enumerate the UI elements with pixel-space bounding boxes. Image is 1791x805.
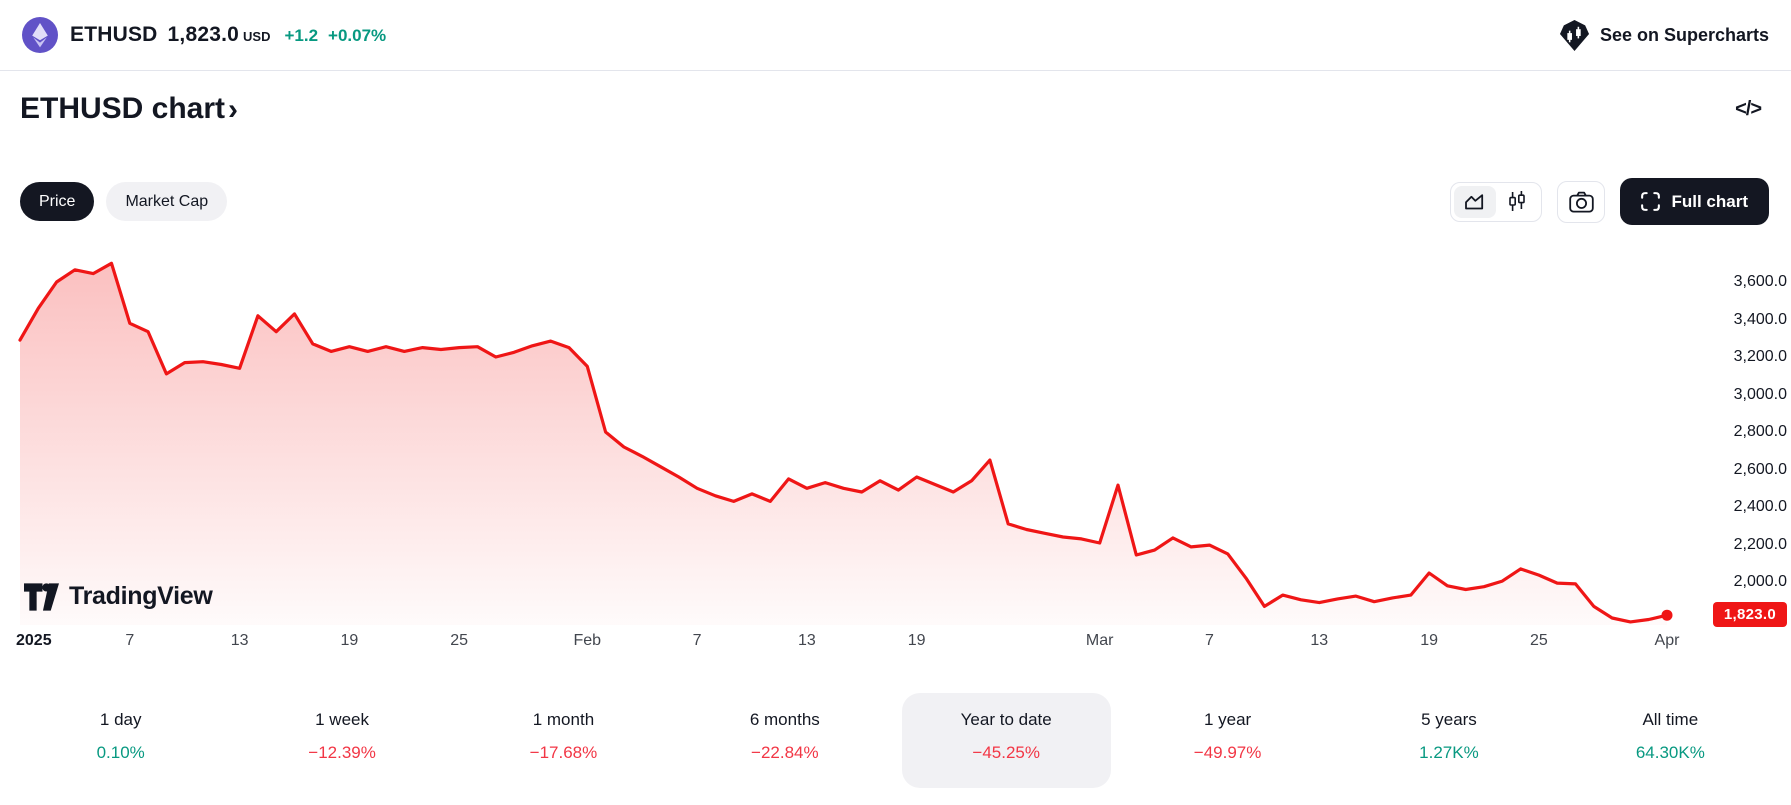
full-chart-button[interactable]: Full chart — [1620, 178, 1769, 225]
x-axis-label: 19 — [907, 632, 926, 649]
x-axis-label: 7 — [1205, 632, 1214, 649]
period-label: Year to date — [960, 710, 1052, 729]
period-label: 1 week — [315, 710, 369, 729]
last-price-tag: 1,823.0 — [1712, 602, 1787, 628]
y-axis-label: 2,000.0 — [1733, 573, 1787, 590]
price-change-abs: +1.2 — [284, 26, 319, 45]
metric-toggle-group: Price Market Cap — [20, 182, 228, 221]
symbol-name: ETHUSD — [70, 23, 158, 46]
y-axis-label: 2,200.0 — [1733, 535, 1787, 553]
camera-icon — [1569, 191, 1594, 213]
y-axis-label: 2,400.0 — [1733, 498, 1787, 515]
area-chart-type-button[interactable] — [1454, 185, 1497, 218]
price-line — [18, 261, 1669, 624]
x-axis-label: Apr — [1654, 632, 1680, 649]
period-button-1-year[interactable]: 1 year −49.97% — [1123, 693, 1332, 788]
tradingview-watermark[interactable]: TradingView — [24, 582, 213, 611]
symbol-currency: USD — [243, 29, 271, 44]
period-change: 0.10% — [96, 743, 145, 762]
x-axis-label: 7 — [125, 632, 135, 649]
x-axis-label: 13 — [230, 632, 249, 649]
page-title: ETHUSD chart — [20, 92, 226, 125]
x-axis-label: Mar — [1085, 632, 1114, 649]
period-label: 1 day — [99, 710, 142, 729]
x-axis-label: 25 — [450, 632, 469, 649]
symbol-price: 1,823.0 — [167, 23, 240, 46]
tradingview-logo-icon — [24, 582, 59, 611]
chevron-right-icon: › — [228, 93, 239, 126]
period-change: 64.30K% — [1635, 743, 1705, 762]
period-label: 6 months — [749, 710, 820, 729]
x-axis-label: Feb — [573, 632, 602, 649]
watermark-label: TradingView — [69, 582, 213, 610]
supercharts-gem-icon — [1559, 19, 1590, 52]
y-axis-label: 2,600.0 — [1733, 460, 1787, 478]
period-button-all-time[interactable]: All time 64.30K% — [1566, 693, 1775, 788]
snapshot-camera-button[interactable] — [1557, 180, 1606, 223]
x-axis-label: 13 — [797, 632, 816, 649]
chart-controls: Price Market Cap — [20, 178, 1769, 225]
fullscreen-icon — [1641, 192, 1661, 211]
period-button-year-to-date[interactable]: Year to date −45.25% — [901, 693, 1111, 788]
last-price-dot — [1661, 609, 1673, 621]
period-label: 1 year — [1203, 710, 1252, 729]
y-axis-label: 3,000.0 — [1733, 385, 1787, 403]
x-axis-label: 7 — [692, 632, 702, 649]
y-axis-label: 3,600.0 — [1733, 273, 1787, 290]
period-label: 1 month — [532, 710, 595, 729]
symbol-header: ETHUSD 1,823.0 USD +1.2 +0.07% See on Su… — [0, 0, 1791, 71]
ethereum-icon — [22, 17, 58, 53]
period-button-5-years[interactable]: 5 years 1.27K% — [1344, 693, 1553, 788]
supercharts-label: See on Supercharts — [1599, 24, 1769, 45]
x-axis-label: 19 — [340, 632, 359, 649]
candlestick-icon — [1508, 191, 1526, 212]
x-axis-label: 25 — [1529, 632, 1548, 649]
full-chart-label: Full chart — [1671, 191, 1748, 211]
y-axis-label: 2,800.0 — [1733, 423, 1787, 440]
period-change: −45.25% — [972, 743, 1040, 762]
period-label: All time — [1642, 710, 1699, 729]
period-button-6-months[interactable]: 6 months −22.84% — [680, 693, 889, 788]
period-change: −12.39% — [308, 743, 376, 762]
x-axis-label: 19 — [1420, 632, 1438, 649]
chart-title-link[interactable]: ETHUSD chart › — [20, 92, 238, 126]
chart-tools: Full chart — [1450, 178, 1769, 225]
embed-code-icon[interactable]: </> — [1735, 98, 1762, 120]
symbol-info: ETHUSD 1,823.0 USD +1.2 +0.07% — [22, 17, 386, 53]
see-on-supercharts-link[interactable]: See on Supercharts — [1559, 19, 1769, 52]
market-cap-toggle-button[interactable]: Market Cap — [106, 182, 228, 221]
price-change-pct: +0.07% — [328, 26, 387, 45]
price-chart[interactable]: 3,600.0 3,400.0 3,200.0 3,000.0 2,800.0 2,600… — [0, 230, 1791, 665]
period-button-1-month[interactable]: 1 month −17.68% — [459, 693, 668, 788]
period-button-1-day[interactable]: 1 day 0.10% — [16, 693, 225, 788]
period-change: 1.27K% — [1419, 743, 1479, 762]
y-axis-label: 3,400.0 — [1733, 310, 1787, 328]
x-axis-label: 2025 — [16, 632, 52, 649]
x-axis-label: 13 — [1310, 632, 1329, 649]
area-chart-icon — [1464, 193, 1487, 211]
candlestick-chart-type-button[interactable] — [1496, 186, 1538, 218]
period-change: −49.97% — [1193, 743, 1262, 762]
period-change: −22.84% — [751, 743, 819, 762]
y-axis-label: 3,200.0 — [1733, 348, 1787, 365]
period-label: 5 years — [1421, 710, 1477, 729]
period-selector: 1 day 0.10% 1 week −12.39% 1 month −17.6… — [10, 693, 1781, 788]
price-toggle-button[interactable]: Price — [20, 182, 95, 221]
period-button-1-week[interactable]: 1 week −12.39% — [237, 693, 446, 788]
period-change: −17.68% — [529, 743, 598, 762]
chart-type-switcher — [1450, 181, 1543, 222]
price-area-fill — [20, 263, 1667, 625]
